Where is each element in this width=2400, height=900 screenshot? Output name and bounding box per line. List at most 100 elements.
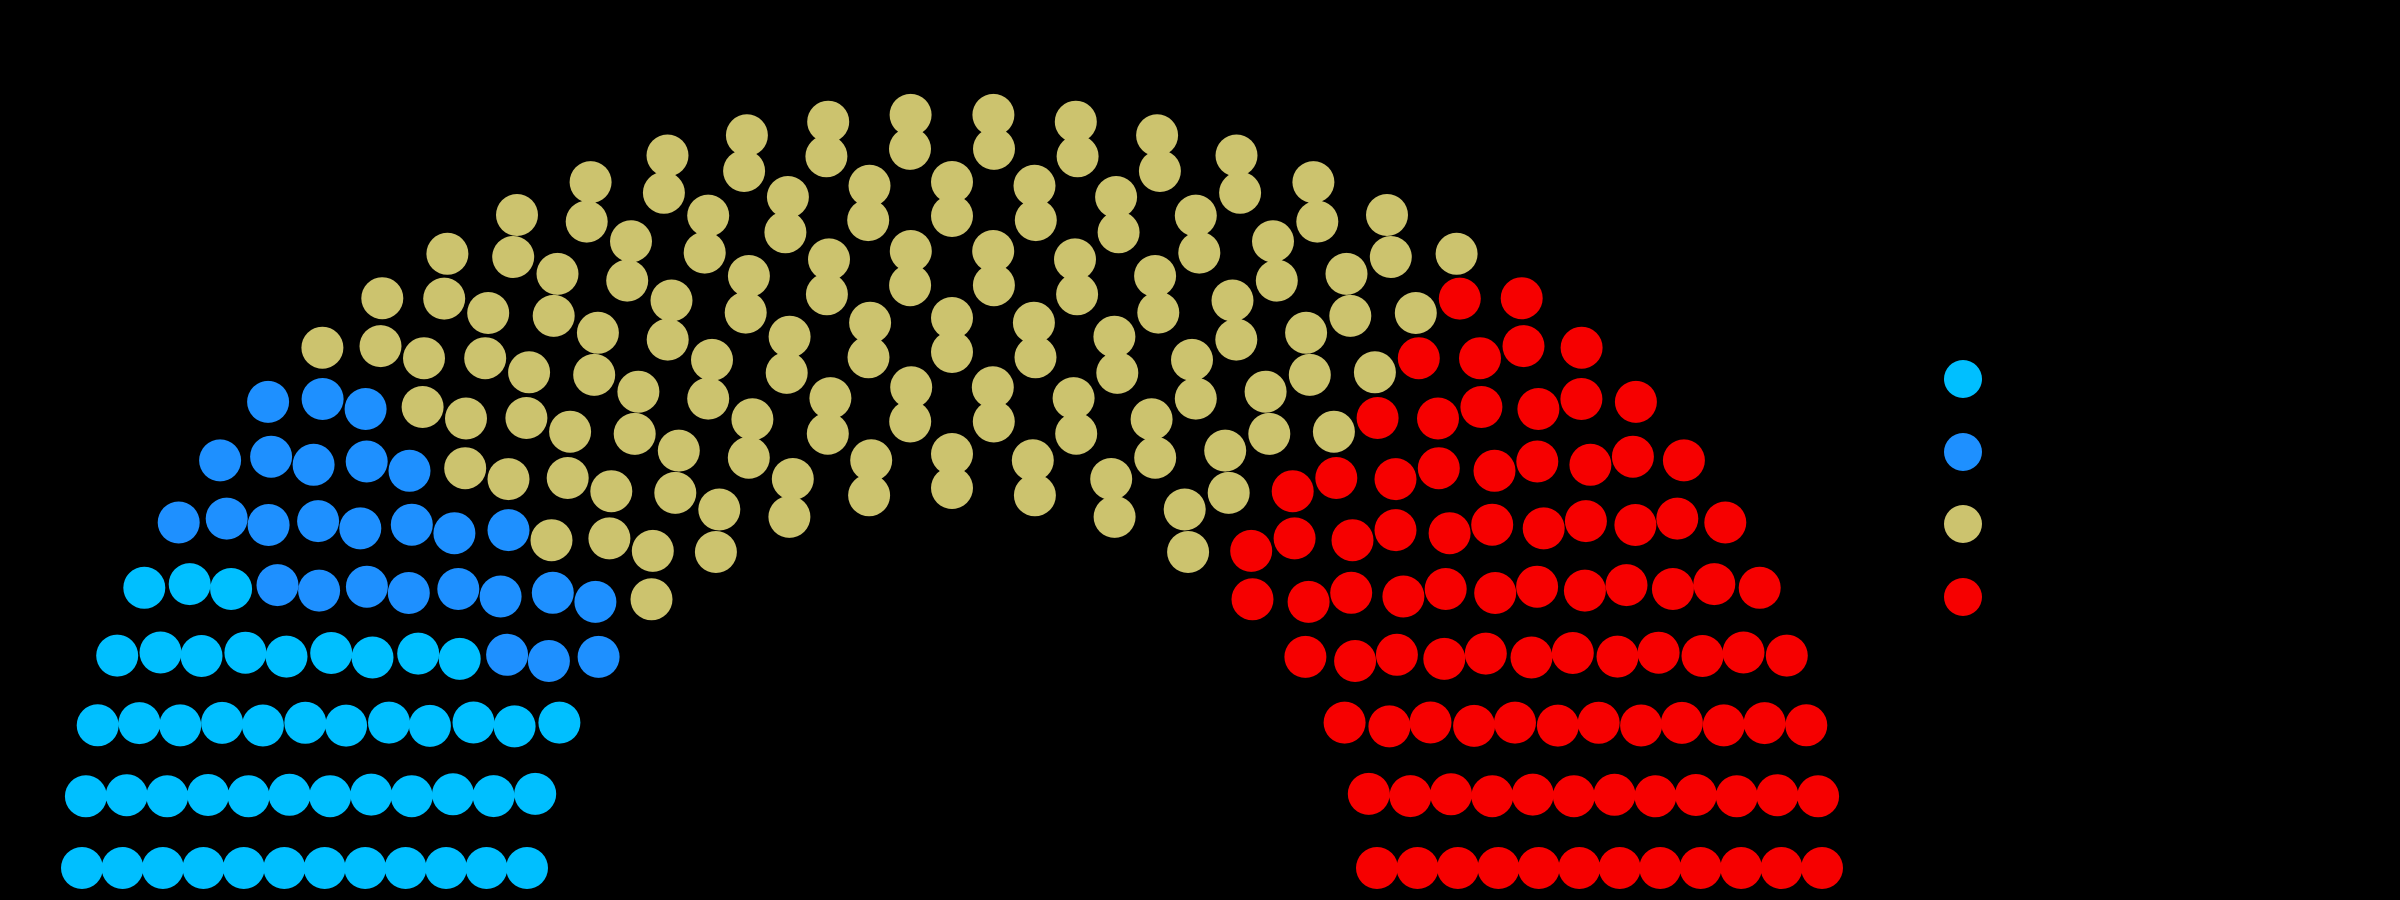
seat-dot <box>1174 377 1217 420</box>
seat-dot <box>687 377 730 420</box>
seat-dot <box>445 397 487 440</box>
seat-dot <box>403 337 445 380</box>
seat-dot <box>1517 847 1560 889</box>
seat-dot <box>1681 635 1724 677</box>
seat-dot <box>1634 775 1677 818</box>
seat-dot <box>465 847 508 889</box>
seat-dot <box>1315 457 1358 499</box>
seat-dot <box>1271 470 1314 513</box>
seat-dot <box>771 458 814 500</box>
seat-dot <box>727 255 770 297</box>
seat-dot <box>590 470 633 513</box>
seat-dot <box>973 127 1015 170</box>
seat-dot <box>1396 847 1439 889</box>
seat-dot <box>1368 705 1411 748</box>
seat-dot <box>1273 517 1316 560</box>
seat-dot <box>1551 632 1594 674</box>
seat-dot <box>588 517 631 560</box>
seat-dot <box>123 566 166 609</box>
seat-dot <box>309 775 352 818</box>
seat-dot <box>1054 100 1097 143</box>
seat-dot <box>1660 701 1703 744</box>
seat-dot <box>1014 336 1057 379</box>
seat-dot <box>1011 439 1054 482</box>
seat-dot <box>159 704 202 747</box>
seat-dot <box>972 93 1015 136</box>
seat-dot <box>467 292 510 334</box>
seat-dot <box>613 412 656 455</box>
seat-dot <box>931 161 973 203</box>
seat-dot <box>1090 458 1133 500</box>
seat-dot <box>727 436 770 479</box>
seat-dot <box>1464 632 1507 675</box>
seat-dot <box>1474 572 1517 614</box>
seat-dot <box>1178 231 1221 274</box>
seat-dot <box>1389 775 1432 818</box>
seat-dot <box>1516 440 1559 483</box>
seat-dot <box>1248 412 1291 455</box>
seat-dot <box>646 134 689 177</box>
seat-dot <box>425 847 468 889</box>
seat-dot <box>1417 397 1459 440</box>
seat-dot <box>514 772 557 815</box>
seat-dot <box>573 353 616 396</box>
seat-dot <box>1611 435 1654 478</box>
seat-dot <box>931 195 973 237</box>
seat-dot <box>577 635 620 678</box>
seat-dot <box>1552 775 1595 818</box>
seat-dot <box>1369 236 1412 278</box>
seat-dot <box>1614 380 1657 423</box>
seat-dot <box>1765 634 1808 677</box>
seat-dot <box>487 458 530 501</box>
seat-dot <box>1134 436 1177 479</box>
seat-dot <box>359 325 402 368</box>
seat-dot <box>1563 569 1606 612</box>
seat-dot <box>205 497 248 540</box>
seat-dot <box>1013 164 1056 207</box>
seat-dot <box>1215 318 1258 361</box>
seat-dot <box>806 412 849 455</box>
seat-dot <box>1598 847 1641 889</box>
seat-dot <box>1620 704 1663 747</box>
seat-dot <box>610 220 652 263</box>
seat-dot <box>1093 315 1136 358</box>
seat-dot <box>630 578 673 621</box>
seat-dot <box>325 704 368 747</box>
seat-dot <box>390 503 433 546</box>
seat-dot <box>1138 150 1181 192</box>
seat-dot <box>96 634 139 677</box>
seat-dot <box>310 632 353 674</box>
seat-dot <box>972 264 1015 307</box>
seat-dot <box>1394 292 1437 334</box>
seat-dot <box>1014 199 1057 242</box>
seat-dot <box>201 701 244 744</box>
seat-dot <box>972 230 1015 272</box>
seat-dot <box>118 702 161 745</box>
seat-dot <box>423 277 466 320</box>
seat-dot <box>805 135 848 178</box>
seat-dot <box>76 704 119 747</box>
seat-dot <box>1097 211 1140 254</box>
seat-dot <box>247 380 290 423</box>
seat-dot <box>1134 255 1177 297</box>
seat-dot <box>506 847 548 889</box>
seat-dot <box>1211 279 1254 322</box>
seat-dot <box>1593 773 1636 816</box>
seat-dot <box>889 264 932 307</box>
seat-dot <box>1558 847 1601 889</box>
seat-dot <box>1013 474 1056 517</box>
seat-dot <box>452 701 495 744</box>
seat-dot <box>931 433 973 475</box>
seat-dot <box>1715 775 1758 818</box>
seat-dot <box>368 701 410 744</box>
seat-dot <box>256 564 299 607</box>
seat-dot <box>1136 114 1179 157</box>
seat-dot <box>1174 194 1217 237</box>
seat-dot <box>1477 847 1520 889</box>
seat-dot <box>1230 529 1273 572</box>
seat-dot <box>654 471 697 514</box>
seat-dot <box>433 512 476 555</box>
seat-dot <box>1720 847 1763 889</box>
seat-dot <box>1560 378 1603 420</box>
seat-dot <box>574 580 617 623</box>
